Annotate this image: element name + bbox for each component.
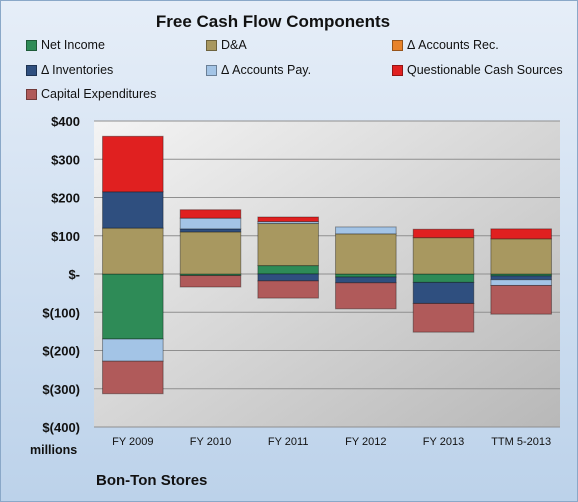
bar-segment bbox=[257, 216, 319, 223]
bar-segment bbox=[257, 223, 319, 267]
bar-segment bbox=[335, 226, 397, 235]
legend-label-accounts-pay: Δ Accounts Pay. bbox=[221, 63, 312, 77]
legend-item-net-income: Net Income bbox=[26, 38, 105, 52]
x-tick-label: FY 2012 bbox=[345, 436, 386, 448]
legend-item-accounts-rec: Δ Accounts Rec. bbox=[392, 38, 499, 52]
x-tick-label: FY 2011 bbox=[268, 436, 309, 448]
gridlines bbox=[94, 120, 560, 428]
bar-segment bbox=[179, 217, 242, 230]
bar-segment bbox=[490, 279, 552, 286]
bar-segment bbox=[257, 265, 319, 275]
legend-swatch-net-income bbox=[26, 39, 37, 51]
legend-item-da: D&A bbox=[206, 38, 247, 52]
legend-swatch-accounts-rec bbox=[392, 39, 403, 51]
legend-swatch-questionable bbox=[392, 64, 403, 76]
bar-segment bbox=[257, 280, 319, 299]
company-name: Bon-Ton Stores bbox=[96, 472, 208, 489]
bar-segment bbox=[102, 273, 164, 340]
legend-label-da: D&A bbox=[221, 38, 247, 52]
legend-label-capex: Capital Expenditures bbox=[41, 87, 157, 101]
bar-segment bbox=[179, 209, 242, 219]
legend-label-inventories: Δ Inventories bbox=[41, 63, 114, 77]
bar-segment bbox=[412, 228, 475, 239]
y-tick-label: $(300) bbox=[42, 382, 80, 397]
x-axis-ticks: FY 2009 FY 2010 FY 2011 FY 2012 FY 2013 TTM 5… bbox=[112, 436, 551, 448]
legend-label-questionable: Questionable Cash Sources bbox=[407, 63, 563, 77]
bar-segment bbox=[335, 276, 397, 284]
bar-segment bbox=[412, 302, 475, 333]
bar-segment bbox=[412, 237, 475, 275]
y-axis-ticks: $400 $300 $200 $100 $- $(100) $(200) $(300) $(40… bbox=[42, 114, 80, 435]
bar-segment bbox=[490, 284, 552, 315]
x-tick-label: FY 2009 bbox=[112, 436, 153, 448]
bar-segment bbox=[490, 238, 552, 275]
legend-item-questionable: Questionable Cash Sources bbox=[392, 63, 563, 77]
y-tick-label: $300 bbox=[51, 152, 80, 167]
bar-segment bbox=[335, 282, 397, 310]
legend-item-inventories: Δ Inventories bbox=[26, 63, 113, 77]
legend-swatch-da bbox=[206, 39, 217, 51]
y-tick-label: $- bbox=[68, 267, 80, 282]
legend-swatch-capex bbox=[26, 88, 37, 100]
bar-segment bbox=[335, 233, 397, 275]
units-label: millions bbox=[30, 443, 78, 457]
y-tick-label: $100 bbox=[51, 229, 80, 244]
bar-segment bbox=[102, 191, 164, 229]
legend-label-net-income: Net Income bbox=[41, 38, 105, 52]
bars bbox=[102, 135, 552, 395]
bar-segment bbox=[102, 227, 164, 275]
legend-swatch-accounts-pay bbox=[206, 64, 217, 76]
bar-segment bbox=[490, 228, 552, 240]
legend-item-accounts-pay: Δ Accounts Pay. bbox=[206, 63, 311, 77]
x-tick-label: FY 2013 bbox=[423, 436, 464, 448]
bar-segment bbox=[179, 275, 242, 288]
bar-segment bbox=[412, 273, 475, 283]
y-tick-label: $(400) bbox=[42, 420, 80, 435]
bar-segment bbox=[412, 281, 475, 304]
bar-segment bbox=[179, 231, 242, 275]
legend-label-accounts-rec: Δ Accounts Rec. bbox=[407, 38, 499, 52]
bar-segment bbox=[257, 273, 319, 282]
legend-swatch-inventories bbox=[26, 64, 37, 76]
y-tick-label: $(200) bbox=[42, 344, 80, 359]
y-tick-label: $(100) bbox=[42, 305, 80, 320]
legend-item-capex: Capital Expenditures bbox=[26, 87, 156, 101]
bar-segment bbox=[102, 135, 164, 193]
bar-segment bbox=[102, 360, 164, 395]
x-tick-label: TTM 5-2013 bbox=[491, 436, 551, 448]
y-tick-label: $200 bbox=[51, 191, 80, 206]
x-tick-label: FY 2010 bbox=[190, 436, 231, 448]
bar-segment bbox=[490, 275, 552, 281]
bar-segment bbox=[102, 338, 164, 362]
y-tick-label: $400 bbox=[51, 114, 80, 129]
chart-title: Free Cash Flow Components bbox=[155, 12, 391, 31]
